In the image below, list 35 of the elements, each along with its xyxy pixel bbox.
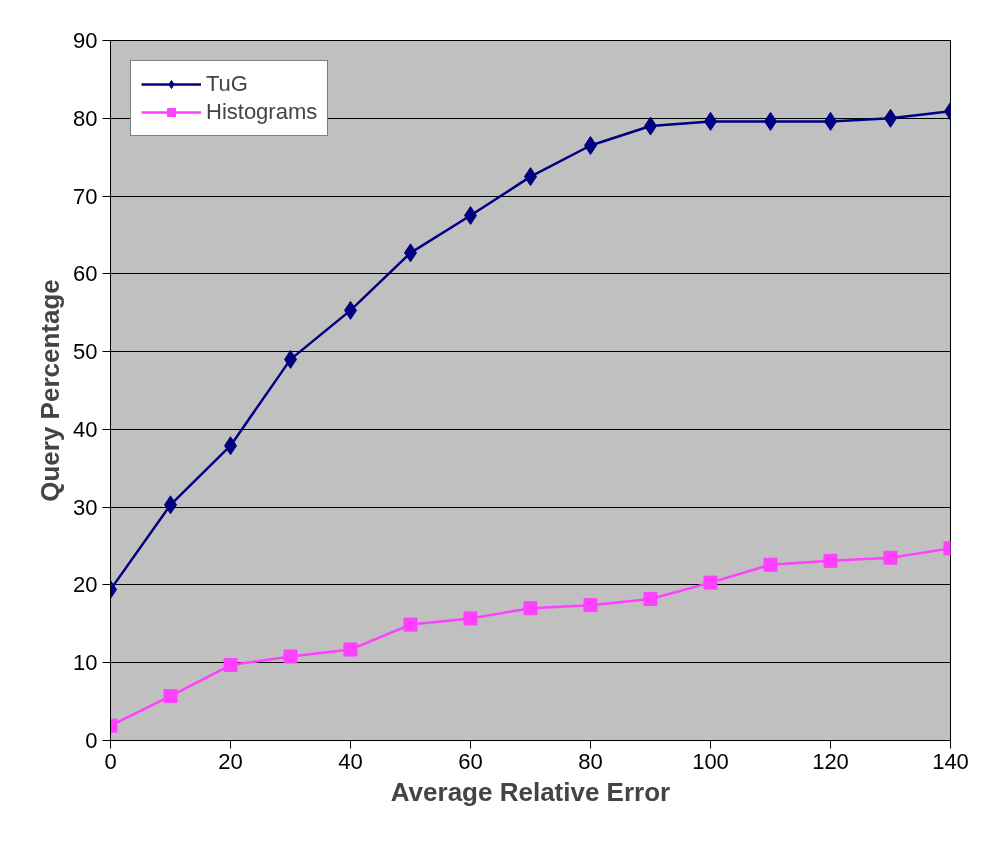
y-axis-title: Query Percentage (35, 279, 66, 502)
y-tick-label: 80 (73, 105, 98, 131)
y-tick-label: 40 (73, 416, 98, 442)
y-tick-label: 10 (73, 650, 98, 676)
y-tick-label: 90 (73, 28, 98, 53)
x-tick-label: 0 (104, 748, 117, 774)
y-tick-label: 60 (73, 261, 98, 287)
y-tick-label: 30 (73, 494, 98, 520)
x-tick-label: 60 (458, 748, 483, 774)
y-tick-label: 50 (73, 339, 98, 365)
point (763, 557, 778, 572)
y-tick-label: 20 (73, 572, 98, 598)
point (643, 591, 658, 606)
legend-label: TuG (206, 71, 248, 97)
y-tick-label: 0 (85, 728, 98, 753)
x-tick-label: 140 (932, 748, 969, 774)
x-tick-label: 20 (218, 748, 243, 774)
point (343, 642, 358, 657)
x-axis-title: Average Relative Error (390, 776, 671, 807)
x-tick-label: 80 (578, 748, 603, 774)
x-tick-label: 40 (338, 748, 363, 774)
y-tick-label: 70 (73, 183, 98, 209)
x-tick-label: 120 (812, 748, 849, 774)
point (463, 611, 478, 626)
point (823, 553, 838, 568)
legend-label: Histograms (206, 99, 318, 125)
point (223, 658, 238, 673)
point (403, 617, 418, 632)
point (283, 649, 298, 664)
x-tick-label: 100 (692, 748, 729, 774)
point (163, 689, 178, 704)
point (703, 575, 718, 590)
point (523, 601, 538, 616)
point (883, 550, 898, 565)
point (583, 598, 598, 613)
